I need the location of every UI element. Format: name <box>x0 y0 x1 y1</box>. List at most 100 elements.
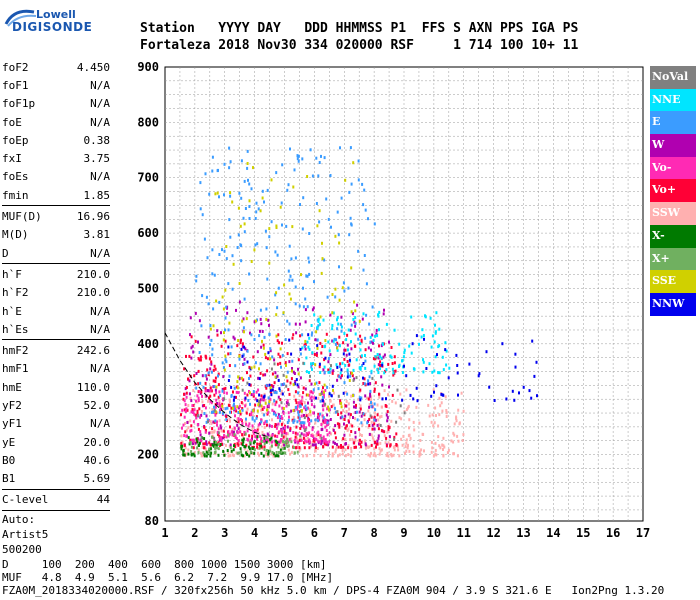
echo-point-e <box>338 365 341 369</box>
echo-point-vo- <box>255 415 258 419</box>
echo-point-vo- <box>204 406 207 410</box>
echo-point-e <box>335 338 337 342</box>
echo-point-ssw <box>360 434 363 437</box>
echo-point-e <box>297 413 300 417</box>
echo-point-vo- <box>304 343 307 346</box>
echo-point-e <box>275 391 278 395</box>
echo-point-w <box>382 355 385 359</box>
echo-point-vo- <box>320 351 323 355</box>
echo-point-x- <box>197 443 200 447</box>
echo-point-ssw <box>460 391 463 395</box>
echo-point-w <box>377 436 380 440</box>
echo-point-ssw <box>193 451 196 454</box>
echo-point-e <box>259 362 262 366</box>
echo-point-vo- <box>360 340 363 343</box>
echo-point-vo- <box>325 423 328 427</box>
echo-point-ssw <box>257 426 260 430</box>
echo-point-w <box>274 371 277 375</box>
echo-point-x- <box>182 448 185 452</box>
echo-point-nne <box>323 365 326 369</box>
echo-point-vo- <box>340 374 343 378</box>
echo-point-e <box>362 203 365 207</box>
echo-point-e <box>338 375 341 379</box>
x-tick-label: 12 <box>486 526 500 540</box>
echo-point-vo- <box>239 418 242 421</box>
echo-point-vo- <box>266 423 268 427</box>
echo-point-nnw <box>440 392 443 396</box>
echo-point-sse <box>269 357 272 361</box>
echo-point-nnw <box>316 344 319 348</box>
echo-point-nnw <box>533 374 536 378</box>
echo-point-x- <box>213 451 216 455</box>
echo-point-vo- <box>301 395 304 399</box>
echo-point-e <box>221 361 224 365</box>
echo-point-e <box>286 421 289 424</box>
echo-point-vo- <box>339 399 342 403</box>
echo-point-vo- <box>204 430 207 434</box>
echo-point-vo- <box>253 429 256 432</box>
echo-point-ssw <box>209 445 212 449</box>
echo-point-vo- <box>287 411 290 415</box>
echo-point-e <box>213 273 216 277</box>
echo-point-sse <box>265 317 268 321</box>
echo-point-e <box>350 182 353 186</box>
echo-point-vo- <box>199 358 202 362</box>
echo-point-nne <box>442 368 445 372</box>
echo-point-nnw <box>233 395 236 399</box>
echo-point-vo- <box>278 341 281 345</box>
echo-point-nnw <box>307 333 310 337</box>
echo-point-nnw <box>522 385 525 389</box>
echo-point-ssw <box>197 448 200 452</box>
param-label: C-level <box>2 493 49 507</box>
echo-point-w <box>295 331 298 335</box>
echo-point-sse <box>255 319 257 323</box>
echo-point-w <box>219 424 222 428</box>
echo-point-ssw <box>430 440 433 444</box>
echo-point-w <box>385 413 388 417</box>
echo-point-nnw <box>271 388 274 392</box>
echo-point-sse <box>209 327 212 331</box>
echo-point-e <box>242 326 245 330</box>
echo-point-nnw <box>511 389 514 393</box>
echo-point-e <box>364 336 367 340</box>
echo-point-vo- <box>308 440 311 444</box>
echo-point-ssw <box>456 434 459 438</box>
echo-point-vo- <box>233 405 236 409</box>
echo-point-vo- <box>305 431 308 435</box>
echo-point-vo- <box>395 443 398 446</box>
echo-point-vo- <box>344 426 347 430</box>
echo-point-x- <box>285 443 288 447</box>
echo-point-w <box>371 423 374 427</box>
echo-point-vo- <box>199 415 201 419</box>
echo-point-w <box>216 402 219 405</box>
echo-point-w <box>315 351 318 355</box>
echo-point-vo- <box>218 390 221 394</box>
echo-point-nnw <box>433 390 435 394</box>
echo-point-e <box>248 377 250 380</box>
echo-point-ssw <box>347 427 350 431</box>
echo-point-e <box>244 207 247 210</box>
echo-point-vo- <box>203 425 206 429</box>
echo-point-vo- <box>183 367 186 371</box>
echo-point-vo- <box>303 439 306 443</box>
echo-point-x- <box>190 450 193 454</box>
echo-point-ssw <box>229 454 232 458</box>
echo-point-vo- <box>340 445 343 449</box>
echo-point-vo- <box>279 361 282 365</box>
echo-point-vo- <box>271 372 274 376</box>
echo-point-w <box>364 443 367 447</box>
echo-point-vo- <box>239 430 242 434</box>
echo-point-vo- <box>321 414 324 418</box>
echo-point-e <box>250 187 253 191</box>
echo-point-e <box>304 345 306 348</box>
echo-point-nnw <box>468 362 471 366</box>
echo-point-nne <box>402 355 405 359</box>
echo-point-x- <box>222 449 225 453</box>
echo-point-e <box>195 279 198 283</box>
echo-point-e <box>248 272 251 276</box>
echo-point-nne <box>331 324 334 327</box>
param-value: 210.0 <box>76 286 110 300</box>
echo-point-vo- <box>227 430 230 434</box>
echo-point-w <box>236 423 239 427</box>
echo-point-e <box>346 392 349 396</box>
